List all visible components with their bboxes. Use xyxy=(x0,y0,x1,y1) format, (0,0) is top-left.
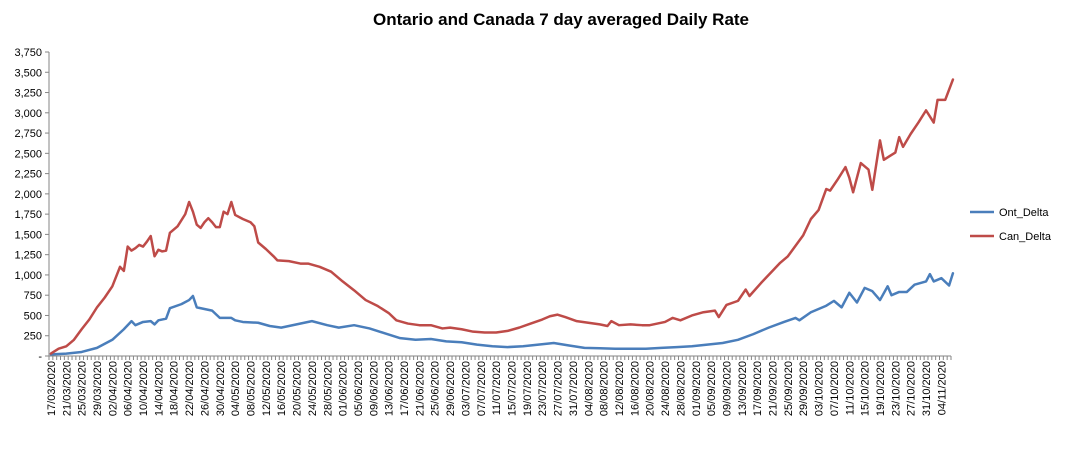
y-tick-label: - xyxy=(38,351,42,363)
y-tick-label: 2,250 xyxy=(14,169,42,181)
axes: - 250 500 750 1,000 1,250 1,500 1,750 2,000 2,250… xyxy=(14,47,952,416)
x-tick-label: 11/07/2020 xyxy=(491,361,503,415)
x-tick-label: 04/08/2020 xyxy=(583,361,595,416)
legend-label: Can_Delta xyxy=(999,231,1052,243)
series-line-ont-delta xyxy=(49,272,955,356)
x-tick-label: 17/06/2020 xyxy=(399,361,411,416)
x-tick-label: 17/09/2020 xyxy=(752,361,764,416)
legend-label: Ont_Delta xyxy=(999,207,1049,219)
y-tick-label: 1,750 xyxy=(14,209,42,221)
x-tick-label: 13/06/2020 xyxy=(384,361,396,416)
x-tick-label: 03/07/2020 xyxy=(460,361,472,416)
x-tick-label: 28/05/2020 xyxy=(322,361,334,416)
x-tick-label: 31/07/2020 xyxy=(568,361,580,416)
y-tick-label: 3,750 xyxy=(14,47,42,59)
x-tick-label: 09/09/2020 xyxy=(721,361,733,416)
x-tick-label: 30/04/2020 xyxy=(215,361,227,416)
x-tick-label: 14/04/2020 xyxy=(153,361,165,416)
x-tick-label: 21/06/2020 xyxy=(414,361,426,416)
y-tick-label: 3,500 xyxy=(14,67,42,79)
x-tick-label: 25/09/2020 xyxy=(783,361,795,416)
x-tick-label: 01/09/2020 xyxy=(691,361,703,416)
x-tick-label: 20/08/2020 xyxy=(645,361,657,416)
x-tick-label: 24/08/2020 xyxy=(660,361,672,416)
x-tick-label: 15/10/2020 xyxy=(860,361,872,416)
y-tick-label: 3,250 xyxy=(14,88,42,100)
series-lines xyxy=(49,78,955,356)
x-tick-label: 08/05/2020 xyxy=(246,361,258,416)
y-tick-label: 2,750 xyxy=(14,128,42,140)
x-tick-label: 27/10/2020 xyxy=(906,361,918,416)
y-tick-label: 1,250 xyxy=(14,250,42,262)
x-tick-label: 19/10/2020 xyxy=(875,361,887,416)
x-tick-label: 25/03/2020 xyxy=(77,361,89,416)
x-tick-label: 16/05/2020 xyxy=(276,361,288,416)
x-tick-label: 01/06/2020 xyxy=(338,361,350,416)
chart-title: Ontario and Canada 7 day averaged Daily … xyxy=(373,10,749,29)
legend: Ont_Delta Can_Delta xyxy=(970,207,1052,243)
x-tick-label: 29/09/2020 xyxy=(798,361,810,416)
x-tick-label: 21/09/2020 xyxy=(768,361,780,416)
x-tick-label: 07/10/2020 xyxy=(829,361,841,416)
x-tick-label: 29/06/2020 xyxy=(445,361,457,416)
x-tick-label: 26/04/2020 xyxy=(199,361,211,416)
x-tick-label: 12/08/2020 xyxy=(614,361,626,416)
x-tick-label: 11/10/2020 xyxy=(844,361,856,415)
x-tick-label: 18/04/2020 xyxy=(169,361,181,416)
x-tick-label: 29/03/2020 xyxy=(92,361,104,416)
y-tick-label: 1,500 xyxy=(14,229,42,241)
series-line-can-delta xyxy=(49,78,955,355)
x-tick-label: 07/07/2020 xyxy=(476,361,488,416)
x-tick-label: 28/08/2020 xyxy=(675,361,687,416)
x-tick-label: 21/03/2020 xyxy=(61,361,73,416)
x-tick-label: 09/06/2020 xyxy=(368,361,380,416)
x-tick-label: 25/06/2020 xyxy=(430,361,442,416)
x-tick-label: 19/07/2020 xyxy=(522,361,534,416)
y-tick-label: 500 xyxy=(24,310,42,322)
x-tick-label: 08/08/2020 xyxy=(599,361,611,416)
x-tick-label: 10/04/2020 xyxy=(138,361,150,416)
x-tick-label: 04/11/2020 xyxy=(936,361,948,415)
y-tick-label: 2,500 xyxy=(14,148,42,160)
x-tick-label: 20/05/2020 xyxy=(292,361,304,416)
x-tick-label: 23/10/2020 xyxy=(890,361,902,416)
x-tick-label: 17/03/2020 xyxy=(46,361,58,416)
y-tick-label: 1,000 xyxy=(14,270,42,282)
x-tick-label: 24/05/2020 xyxy=(307,361,319,416)
y-tick-label: 750 xyxy=(24,290,42,302)
x-tick-label: 04/05/2020 xyxy=(230,361,242,416)
x-tick-label: 12/05/2020 xyxy=(261,361,273,416)
y-tick-label: 250 xyxy=(24,331,42,343)
y-tick-label: 3,000 xyxy=(14,108,42,120)
x-tick-label: 23/07/2020 xyxy=(537,361,549,416)
x-tick-label: 31/10/2020 xyxy=(921,361,933,416)
x-tick-label: 05/06/2020 xyxy=(353,361,365,416)
x-tick-label: 06/04/2020 xyxy=(123,361,135,416)
x-tick-label: 05/09/2020 xyxy=(706,361,718,416)
x-tick-label: 16/08/2020 xyxy=(629,361,641,416)
x-tick-label: 02/04/2020 xyxy=(107,361,119,416)
x-tick-label: 15/07/2020 xyxy=(507,361,519,416)
y-tick-label: 2,000 xyxy=(14,189,42,201)
x-tick-label: 27/07/2020 xyxy=(553,361,565,416)
x-tick-label: 03/10/2020 xyxy=(814,361,826,416)
x-tick-label: 22/04/2020 xyxy=(184,361,196,416)
x-tick-label: 13/09/2020 xyxy=(737,361,749,416)
